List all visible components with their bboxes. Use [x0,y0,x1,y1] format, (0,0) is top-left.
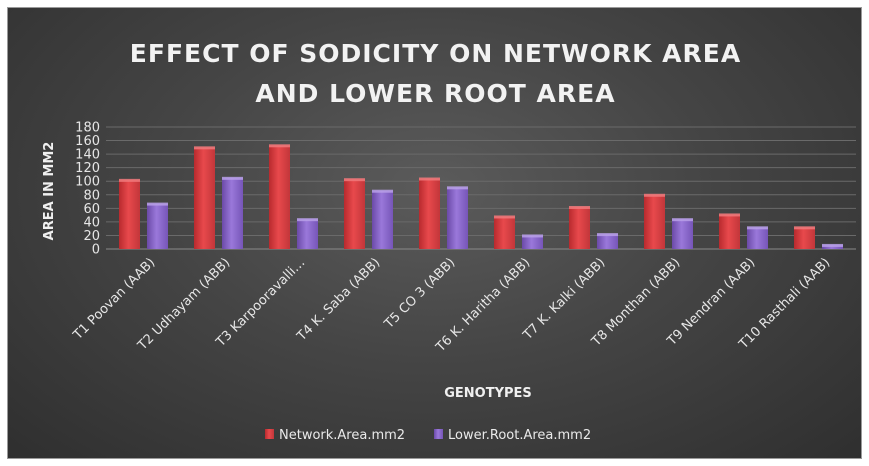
legend-swatch [265,429,274,439]
bar-network-area [644,194,665,249]
chart-title: EFFECT OF SODICITY ON NETWORK AREA AND L… [129,39,742,108]
legend-swatch [434,429,443,439]
bar-top-highlight [644,193,665,197]
y-tick-label: 20 [83,229,100,244]
y-tick-label: 0 [92,243,100,258]
y-tick-label: 180 [75,121,100,136]
bar-network-area [794,227,815,249]
bar-top-highlight [597,233,618,237]
bar-lower-root-area [672,219,693,249]
bar-top-highlight [494,215,515,219]
bar-network-area [194,147,215,249]
bar-network-area [569,206,590,249]
legend-label: Network.Area.mm2 [279,428,405,443]
y-tick-label: 80 [83,188,100,203]
y-tick-label: 100 [75,175,100,190]
y-tick-label: 120 [75,161,100,176]
x-axis-ticks: T1 Poovan (AAB)T2 Udhayam (ABB)T3 Karpoo… [70,255,833,356]
gridlines [106,126,856,250]
bar-lower-root-area [522,235,543,249]
x-axis-title: GENOTYPES [444,386,532,401]
bar-top-highlight [719,213,740,217]
bar-top-highlight [222,176,243,180]
bar-top-highlight [297,218,318,222]
bar-network-area [419,178,440,249]
legend-label: Lower.Root.Area.mm2 [448,428,591,443]
bar-network-area [269,145,290,249]
y-axis-title: AREA IN MM2 [42,142,57,241]
x-tick-label: T4 K. Saba (ABB) [294,255,384,345]
bar-lower-root-area [297,219,318,249]
bar-network-area [494,216,515,249]
bar-top-highlight [794,226,815,230]
bars [119,144,843,249]
chart-frame: EFFECT OF SODICITY ON NETWORK AREA AND L… [7,7,862,459]
bar-top-highlight [372,189,393,193]
x-tick-label: T1 Poovan (AAB) [70,255,158,343]
bar-lower-root-area [222,177,243,249]
bar-lower-root-area [747,227,768,249]
bar-lower-root-area [597,234,618,249]
bar-network-area [344,179,365,249]
bar-top-highlight [194,146,215,150]
bar-top-highlight [269,144,290,148]
bar-lower-root-area [822,244,843,249]
bar-top-highlight [147,202,168,206]
legend: Network.Area.mm2 Lower.Root.Area.mm2 [265,428,591,443]
y-tick-label: 140 [75,148,100,163]
bar-top-highlight [822,243,843,247]
bar-top-highlight [447,186,468,190]
bar-lower-root-area [147,203,168,249]
bar-top-highlight [672,218,693,222]
y-tick-label: 160 [75,134,100,149]
y-tick-label: 60 [83,202,100,217]
x-tick-label: T5 CO 3 (ABB) [381,255,458,332]
bar-lower-root-area [372,190,393,249]
bar-top-highlight [747,226,768,230]
bar-top-highlight [119,178,140,182]
bar-lower-root-area [447,187,468,249]
bar-network-area [119,179,140,249]
bar-network-area [719,214,740,249]
y-tick-label: 40 [83,215,100,230]
bar-top-highlight [522,234,543,238]
x-tick-label: T7 K. Kalki (ABB) [520,255,608,343]
bar-top-highlight [344,178,365,182]
bar-top-highlight [419,177,440,181]
bar-top-highlight [569,205,590,209]
